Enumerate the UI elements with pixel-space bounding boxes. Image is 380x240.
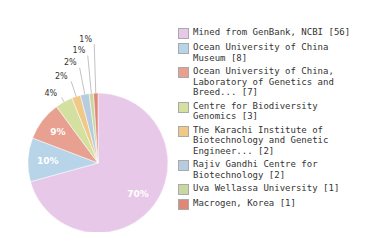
svg-text:4%: 4% [44,89,57,98]
html-text:Mined from GenBank, NCBI [56]: Mined from GenBank, NCBI [56] [193,27,351,37]
html-text:Museum [8]: Museum [8] [193,52,248,63]
html-text:Rajiv Gandhi Centre for: Rajiv Gandhi Centre for [193,159,318,169]
html-text:Uva Wellassa University [1]: Uva Wellassa University [1] [193,183,340,193]
html-text:Biotechnology and Genetic: Biotechnology and Genetic [193,135,329,145]
html-text:Ocean University of China,: Ocean University of China, [193,66,334,76]
svg-text:2%: 2% [55,72,68,81]
html-text:Breed... [7]: Breed... [7] [193,87,258,97]
html-text:Ocean University of China: Ocean University of China [193,42,329,52]
svg-text:2%: 2% [64,58,77,67]
svg-text:70%: 70% [127,189,149,199]
html-text:Laboratory of Genetics and: Laboratory of Genetics and [193,76,334,87]
html-text:Macrogen, Korea [1]: Macrogen, Korea [1] [193,198,296,208]
svg-text:1%: 1% [73,46,86,55]
html-text:Biotechnology [2]: Biotechnology [2] [193,169,286,180]
svg-text:1%: 1% [79,35,92,44]
html-text:Centre for Biodiversity: Centre for Biodiversity [193,100,318,111]
html-text:The Karachi Institute of: The Karachi Institute of [193,124,323,135]
svg-text:10%: 10% [37,156,59,166]
html-text:Engineer... [2]: Engineer... [2] [193,145,275,156]
html-text:Genomics [3]: Genomics [3] [193,111,258,121]
svg-text:9%: 9% [50,127,65,137]
